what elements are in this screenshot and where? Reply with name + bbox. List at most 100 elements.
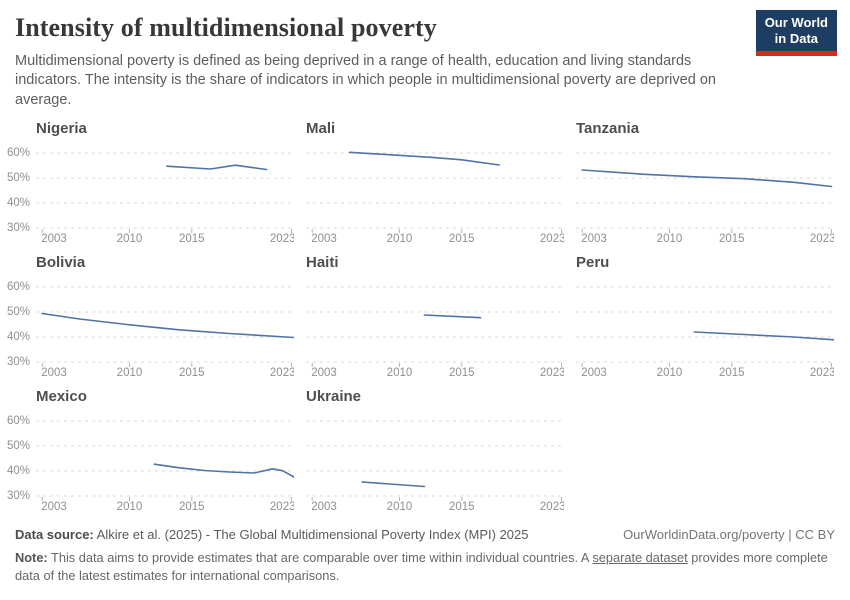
x-tick-label: 2003 [41,233,67,245]
owid-logo: Our World in Data [755,10,837,56]
x-tick-label: 2010 [387,501,413,513]
facet-country-title: Haiti [306,253,339,271]
country-facet: Nigeria 60% 50% 40% 30% 2003 2010 2015 2023 [7,119,294,245]
x-tick-label: 2015 [449,501,475,513]
trend-line [581,169,833,188]
note-text-before: This data aims to provide estimates that… [51,549,593,565]
x-tick-label: 2010 [117,501,143,513]
page-title: Intensity of multidimensional poverty [15,13,437,42]
y-axis-label: 40% [6,330,30,343]
x-tick-label: 2010 [117,367,143,379]
x-tick-label: 2023 [270,501,294,513]
trend-line [423,314,482,319]
y-axis-labels: 60% 50% 40% 30% [0,141,32,245]
y-axis-labels: 60% 50% 40% 30% [0,275,32,379]
x-tick-label: 2003 [311,367,337,379]
note-label: Note: [15,549,48,565]
facet-country-title: Ukraine [306,387,362,405]
facet-country-title: Mali [306,119,336,137]
x-tick-label: 2003 [581,367,607,379]
country-facet: Bolivia 60% 50% 40% 30% 2003 2010 2015 2023 [7,253,294,379]
country-facet: Mali 2003 2010 2015 2023 [306,120,564,245]
x-tick-label: 2015 [179,233,205,245]
facet-plot: 60% 50% 40% 30% 2003 2010 2015 2023 [7,409,294,513]
facet-plot-svg: 2003 2010 2015 2023 [576,152,834,245]
x-tick-label: 2023 [270,367,294,379]
x-tick-label: 2010 [117,233,143,245]
facet-country-title: Peru [576,253,610,271]
x-tick-label: 2003 [311,233,337,245]
facet-country-title: Mexico [36,387,87,405]
facet-country-title: Bolivia [36,253,86,271]
data-source-text: Alkire et al. (2025) - The Global Multid… [96,526,529,542]
facet-plot-svg: 2003 2010 2015 2023 [306,151,564,245]
x-tick-label: 2010 [387,367,413,379]
facet-plot: 60% 50% 40% 30% 2003 2010 2015 2023 [7,141,294,245]
facet-plot: 60% 50% 40% 30% 2003 2010 2015 2023 [7,275,294,379]
chart-header: Intensity of multidimensional poverty Ou… [0,0,850,110]
facet-plot: 2003 2010 2015 2023 [306,275,564,379]
x-tick-label: 2023 [540,501,564,513]
owid-logo-line2: in Data [774,30,819,46]
y-axis-label: 30% [6,489,30,502]
x-tick-label: 2015 [449,233,475,245]
owid-credit-link[interactable]: OurWorldinData.org/poverty | CC BY [623,526,835,542]
facet-plot: 2003 2010 2015 2023 [576,141,834,245]
x-tick-label: 2023 [270,233,294,245]
trend-line [41,312,294,339]
y-axis-label: 30% [6,221,30,234]
country-facet: Tanzania 2003 2010 2015 2023 [576,120,834,245]
data-source-label: Data source: [15,526,94,542]
note-text-after: provides more complete data of the lates… [15,549,828,583]
x-tick-label: 2015 [179,367,205,379]
facet-grid: Nigeria 60% 50% 40% 30% 2003 2010 2015 2023 Ma… [7,119,836,513]
x-tick-label: 2003 [311,501,337,513]
footnote: Note: This data aims to provide estimate… [15,549,835,584]
facet-plot-svg: 2003 2010 2015 2023 [36,286,294,379]
chart-footer: Data source: Alkire et al. (2025) - The … [15,527,835,584]
data-source: Data source: Alkire et al. (2025) - The … [15,527,529,542]
facet-plot-svg: 2003 2010 2015 2023 [36,152,294,245]
x-tick-label: 2015 [449,367,475,379]
trend-line [153,463,294,478]
y-axis-label: 40% [6,464,30,477]
y-axis-labels: 60% 50% 40% 30% [0,409,32,513]
y-axis-label: 30% [6,355,30,368]
chart-subtitle: Multidimensional poverty is defined as b… [15,53,716,108]
facet-plot-svg: 2003 2010 2015 2023 [576,286,834,379]
y-axis-label: 60% [6,414,30,427]
x-tick-label: 2023 [540,233,564,245]
trend-line [693,331,834,341]
x-tick-label: 2015 [179,501,205,513]
country-facet: Ukraine 2003 2010 2015 2023 [306,388,564,513]
x-tick-label: 2010 [657,367,683,379]
y-axis-label: 40% [6,196,30,209]
y-axis-label: 60% [6,146,30,159]
x-tick-label: 2023 [810,233,834,245]
y-axis-label: 50% [6,171,30,184]
country-facet: Mexico 60% 50% 40% 30% 2003 2010 2015 2023 [7,387,294,513]
y-axis-label: 50% [6,305,30,318]
x-tick-label: 2010 [387,233,413,245]
trend-line [166,164,268,171]
y-axis-label: 60% [6,280,30,293]
source-row: Data source: Alkire et al. (2025) - The … [15,527,835,542]
x-tick-label: 2023 [540,367,564,379]
x-tick-label: 2023 [810,367,834,379]
y-axis-label: 50% [6,439,30,452]
facet-plot-svg: 2003 2010 2015 2023 [306,420,564,513]
facet-country-title: Tanzania [576,119,640,137]
country-facet: Peru 2003 2010 2015 2023 [576,254,834,379]
country-facet: Haiti 2003 2010 2015 2023 [306,254,564,379]
trend-line [361,481,426,488]
x-tick-label: 2015 [719,233,745,245]
facet-country-title: Nigeria [36,119,87,137]
trend-line [348,151,500,166]
owid-logo-line1: Our World [764,15,828,30]
facet-plot: 2003 2010 2015 2023 [306,409,564,513]
facet-plot: 2003 2010 2015 2023 [306,141,564,245]
x-tick-label: 2015 [719,367,745,379]
facet-plot-svg: 2003 2010 2015 2023 [36,420,294,513]
separate-dataset-link[interactable]: separate dataset [592,549,688,565]
